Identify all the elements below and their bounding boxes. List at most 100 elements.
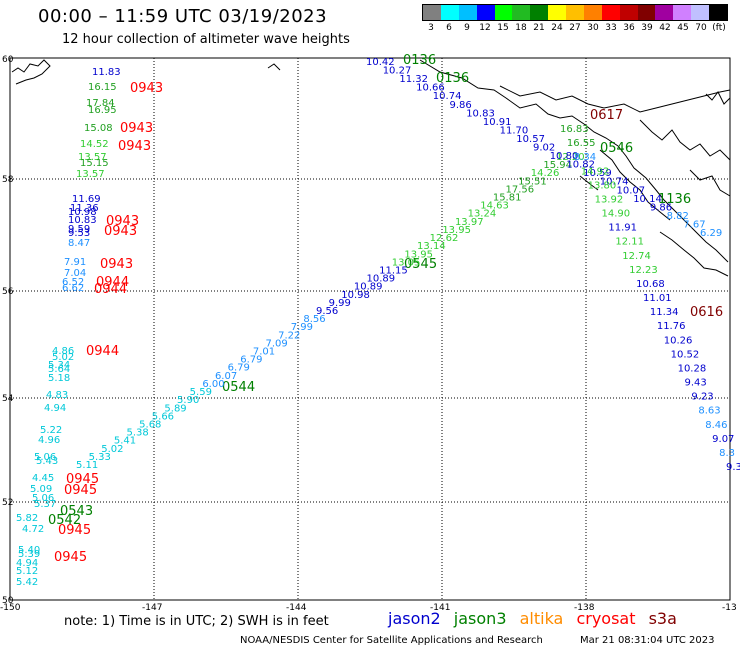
wave-height-value: 10.27	[383, 66, 412, 77]
wave-height-value: 10.98	[341, 290, 370, 301]
legend-cryosat: cryosat	[576, 609, 636, 628]
wave-height-value: 14.26	[531, 168, 560, 179]
wave-height-value: 5.02	[52, 352, 74, 363]
wave-height-value: 13.57	[76, 169, 105, 180]
scale-swatch	[512, 5, 531, 20]
scale-tick: 27	[569, 23, 581, 33]
wave-height-value: 5.41	[114, 436, 136, 447]
track-label: 0616	[690, 305, 723, 320]
wave-height-value: 11.36	[70, 203, 99, 214]
wave-height-value: 7.01	[253, 347, 275, 358]
wave-height-value: 10.83	[466, 108, 495, 119]
track-label: 0542	[48, 513, 81, 528]
wave-height-value: 13.80	[588, 180, 617, 191]
wave-height-value: 11.01	[643, 293, 672, 304]
lat-axis: 60 58 56 54 52 50	[2, 55, 14, 606]
wave-height-value: 13.05	[392, 257, 421, 268]
wave-height-value: 9.07	[712, 434, 734, 445]
wave-height-value: 8.82	[667, 211, 689, 222]
wave-height-value: 15.94	[543, 160, 572, 171]
wave-height-value: 4.94	[44, 403, 66, 414]
track-label: 0944	[86, 344, 119, 359]
scale-tick: 9	[464, 23, 470, 33]
wave-height-value: 7.22	[278, 330, 300, 341]
scale-swatch	[601, 5, 620, 20]
lon-label: -138	[574, 603, 595, 613]
wave-height-value: 11.69	[72, 194, 101, 205]
coastline	[11, 59, 731, 277]
wave-height-value: 8.3	[719, 448, 735, 459]
wave-height-value: 8.56	[303, 314, 325, 325]
lat-label: 56	[2, 287, 14, 297]
wave-height-value: 16.95	[88, 105, 117, 116]
wave-height-value: 9.99	[329, 298, 351, 309]
scale-tick: 21	[533, 23, 545, 33]
wave-height-value: 6.07	[215, 371, 237, 382]
wave-height-value: 5.90	[177, 395, 199, 406]
wave-height-value: 6.00	[202, 379, 224, 390]
scale-swatch	[691, 5, 709, 20]
scale-swatch	[619, 5, 638, 20]
track-label: 0945	[58, 523, 91, 538]
wave-height-value: 13.97	[455, 217, 484, 228]
wave-height-value: 11.83	[92, 67, 121, 78]
wave-height-value: 10.59	[583, 168, 612, 179]
wave-height-value: 9.86	[450, 100, 472, 111]
scale-swatch	[458, 5, 477, 20]
page-subtitle: 12 hour collection of altimeter wave hei…	[62, 32, 350, 47]
wave-height-value: 8.46	[705, 420, 727, 431]
wave-height-value: 10.80	[550, 151, 579, 162]
wave-height-value: 5.33	[89, 452, 111, 463]
scale-swatch	[673, 5, 692, 20]
track-label: 0136	[436, 71, 469, 86]
wave-height-value: 7.91	[64, 257, 86, 268]
wave-height-value: 5.34	[48, 360, 70, 371]
scale-swatch	[423, 5, 441, 20]
wave-height-value: 5.39	[18, 549, 40, 560]
scale-tick: 12	[479, 23, 491, 33]
scale-tick: 39	[641, 23, 653, 33]
page-title: 00:00 – 11:59 UTC 03/19/2023	[38, 6, 328, 27]
wave-height-value: 10.66	[416, 83, 445, 94]
lat-label: 60	[2, 55, 14, 65]
wave-height-value: 12.74	[622, 251, 651, 262]
track-label: 0943	[106, 214, 139, 229]
wave-height-value: 10.91	[483, 117, 512, 128]
legend-s3a: s3a	[648, 609, 677, 628]
track-label: 0943	[100, 257, 133, 272]
wave-height-value: 13.95	[404, 249, 433, 260]
wave-height-value: 6.79	[240, 355, 262, 366]
wave-height-value: 10.89	[367, 274, 396, 285]
lat-label: 50	[2, 596, 14, 606]
wave-height-value: 4.96	[38, 435, 60, 446]
wave-height-value: 11.34	[650, 307, 679, 318]
wave-height-value: 12.62	[430, 233, 459, 244]
lon-label: -147	[142, 603, 162, 613]
wave-height-value: 13.92	[595, 194, 624, 205]
track-label: 0944	[96, 275, 129, 290]
wave-height-value: 8.47	[68, 238, 90, 249]
wave-height-value: 6.52	[62, 277, 84, 288]
wave-height-value: 10.74	[433, 91, 462, 102]
wave-height-value: 17.56	[505, 184, 534, 195]
wave-height-value: 10.83	[68, 215, 97, 226]
wave-height-value: 10.26	[664, 335, 693, 346]
scale-swatch	[655, 5, 674, 20]
wave-height-value: 5.11	[76, 460, 98, 471]
scale-swatch	[566, 5, 584, 20]
wave-height-value: 4.72	[22, 524, 44, 535]
wave-height-value: 9.86	[650, 202, 672, 213]
track-label: 0943	[120, 121, 153, 136]
wave-height-value: 16.15	[88, 82, 117, 93]
grid	[10, 58, 730, 600]
wave-height-value: 5.68	[139, 419, 161, 430]
scale-tick: 36	[623, 23, 635, 33]
track-label: 0943	[104, 224, 137, 239]
wave-height-value: 5.66	[152, 411, 174, 422]
lat-label: 58	[2, 175, 14, 185]
scale-swatch	[476, 5, 495, 20]
lon-label: -141	[430, 603, 450, 613]
wave-height-value: 10.07	[617, 185, 646, 196]
wave-height-value: 14.90	[602, 209, 631, 220]
wave-height-value: 5.40	[18, 545, 40, 556]
